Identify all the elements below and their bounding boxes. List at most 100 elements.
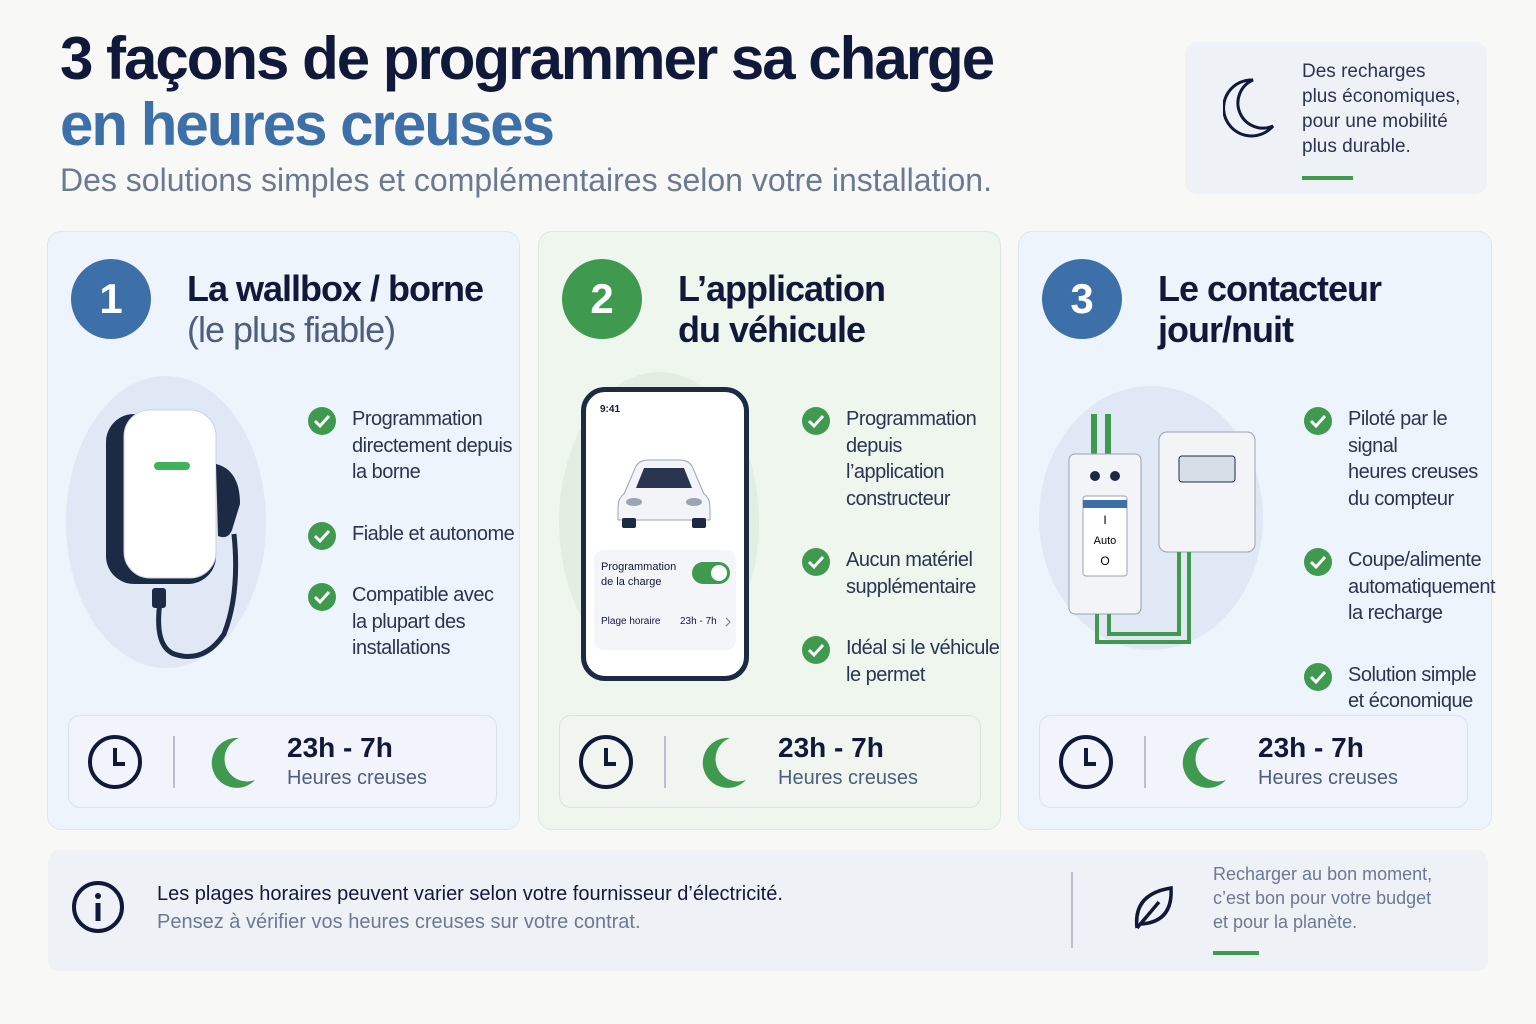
switch-on: I: [1103, 513, 1106, 527]
time-box: 23h - 7h Heures creuses: [559, 715, 981, 808]
check-icon: [802, 407, 830, 435]
time-range: 23h - 7h: [1258, 731, 1364, 763]
clock-icon: [88, 734, 142, 789]
footer-note: Les plages horaires peuvent varier selon…: [157, 883, 783, 905]
feature-line: Fiable et autonome: [352, 522, 515, 545]
feature: Programmation depuis l’application constru…: [802, 406, 1000, 512]
side-line: c’est bon pour votre budget: [1213, 888, 1432, 908]
check-icon: [1304, 407, 1332, 435]
feature-list: Programmation directement depuis la borne F…: [308, 406, 515, 662]
time-range: 23h - 7h: [287, 731, 393, 763]
divider: [664, 735, 666, 788]
accent-bar: [1302, 176, 1353, 180]
feature-line: la borne: [352, 461, 421, 483]
feature-line: Programmation: [846, 408, 977, 430]
aside-text: Des recharges plus économiques, pour une…: [1302, 59, 1460, 159]
feature-list: Programmation depuis l’application constru…: [802, 406, 1000, 688]
toggle-label: Programmation de la charge: [601, 560, 676, 590]
feature-line: la plupart des: [352, 610, 466, 633]
contactor-illustration: I Auto O: [1039, 386, 1263, 650]
feature-line: et économique: [1348, 690, 1473, 712]
feature: Piloté par le signal heures creuses du com…: [1304, 406, 1495, 512]
title: 3 façons de programmer sa charge: [60, 25, 995, 92]
card: 9:41 Programmation de la charge Plage ho…: [538, 231, 1001, 830]
feature-line: Piloté par le signal: [1348, 408, 1448, 457]
accent-bar: [1213, 951, 1259, 955]
feature-line: Solution simple: [1348, 663, 1477, 686]
feature-line: installations: [352, 637, 451, 659]
wallbox-illustration: [66, 376, 266, 668]
feature-line: directement depuis: [352, 434, 512, 457]
feature-line: le permet: [846, 663, 925, 686]
feature-list: Piloté par le signal heures creuses du com…: [1304, 406, 1496, 715]
aside-line: pour une mobilité: [1302, 111, 1448, 132]
feature: Compatible avec la plupart des installatio…: [308, 582, 514, 662]
clock-icon: [1059, 734, 1113, 789]
feature-line: automatiquement: [1348, 575, 1496, 598]
feature: Programmation directement depuis la borne: [308, 406, 514, 486]
feature-line: Coupe/alimente: [1348, 549, 1482, 571]
side-line: et pour la planète.: [1213, 912, 1358, 932]
feature-line: depuis l’application: [846, 434, 945, 484]
clock-icon: [579, 734, 633, 789]
toggle[interactable]: [692, 562, 730, 584]
moon-icon: [702, 737, 746, 788]
toggle-line: de la charge: [601, 576, 662, 588]
switch-off: O: [1100, 554, 1109, 568]
card-title: Le contacteur jour/nuit: [1158, 268, 1382, 350]
check-icon: [308, 583, 336, 611]
step-number: 1: [71, 259, 151, 339]
moon-icon: [211, 737, 255, 788]
car-icon: [617, 459, 711, 528]
row-value[interactable]: 23h - 7h: [680, 616, 717, 627]
feature-line: heures creuses: [1348, 461, 1478, 483]
divider: [173, 735, 175, 788]
card: I Auto O 3 Le contacteur jour/nuit Piloté p…: [1018, 231, 1496, 830]
footer: Les plages horaires peuvent varier selon…: [48, 850, 1488, 971]
time-label: Heures creuses: [1258, 766, 1399, 789]
title-line: jour/nuit: [1158, 309, 1294, 350]
feature: Idéal si le véhicule le permet: [802, 635, 1000, 688]
check-icon: [802, 548, 830, 576]
time-text: 23h - 7h Heures creuses: [287, 732, 427, 792]
feature-line: Programmation: [352, 408, 483, 430]
switch-auto: Auto: [1094, 535, 1117, 547]
toggle-line: Programmation: [601, 561, 677, 573]
card-subtitle: (le plus fiable): [187, 309, 396, 350]
feature: Coupe/alimente automatiquement la recharge: [1304, 547, 1496, 627]
info-icon: [72, 881, 124, 933]
step-number: 2: [562, 259, 642, 339]
moon-icon: [1223, 78, 1275, 138]
feature: Solution simple et économique: [1304, 662, 1495, 715]
feature-line: Aucun matériel: [846, 549, 973, 571]
title-accent: en heures creuses: [60, 91, 555, 158]
title-line: L’application: [678, 268, 886, 309]
moon-icon: [1182, 737, 1226, 788]
time-label: Heures creuses: [287, 766, 428, 789]
aside-box: Des recharges plus économiques, pour une…: [1185, 42, 1487, 194]
chevron: [725, 617, 731, 627]
time-text: 23h - 7h Heures creuses: [1258, 732, 1398, 792]
phone: 9:41 Programmation de la charge Plage ho…: [581, 387, 749, 681]
time-box: 23h - 7h Heures creuses: [1039, 715, 1468, 808]
row-label: Plage horaire: [601, 616, 661, 627]
title-line: Le contacteur: [1158, 268, 1382, 309]
feature: Fiable et autonome: [308, 521, 515, 550]
time-box: 23h - 7h Heures creuses: [68, 715, 497, 808]
time-label: Heures creuses: [778, 766, 919, 789]
feature-line: du compteur: [1348, 487, 1454, 510]
step-number: 3: [1042, 259, 1122, 339]
time-range: 23h - 7h: [778, 731, 884, 763]
card: 1 La wallbox / borne (le plus fiable) Progr…: [47, 231, 520, 830]
feature: Aucun matériel supplémentaire: [802, 547, 1000, 600]
side-line: Recharger au bon moment,: [1213, 864, 1433, 884]
leaf-icon: [1134, 885, 1173, 930]
footer-hint: Pensez à vérifier vos heures creuses sur…: [157, 911, 641, 933]
divider: [1144, 735, 1146, 788]
time-text: 23h - 7h Heures creuses: [778, 732, 918, 792]
check-icon: [1304, 548, 1332, 576]
check-icon: [1304, 662, 1332, 691]
aside-line: Des recharges: [1302, 61, 1426, 82]
feature-line: constructeur: [846, 487, 951, 510]
